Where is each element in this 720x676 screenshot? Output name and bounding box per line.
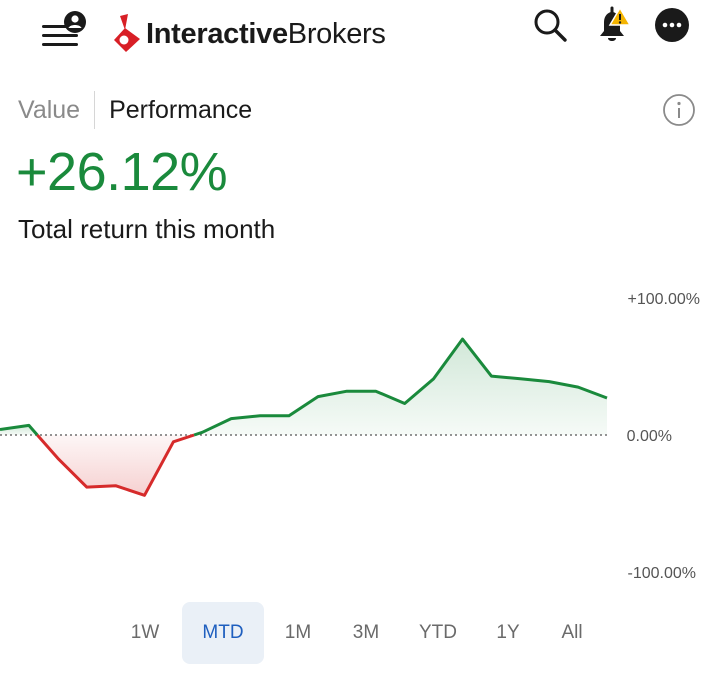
menu-button[interactable] bbox=[38, 10, 90, 54]
menu-icon-line bbox=[42, 43, 78, 46]
logo-text-regular: Brokers bbox=[287, 17, 386, 50]
total-return-value: +26.12% bbox=[16, 142, 228, 202]
gain-area bbox=[0, 425, 38, 435]
range-button-ytd[interactable]: YTD bbox=[419, 622, 457, 643]
logo[interactable]: InteractiveBrokers bbox=[112, 8, 386, 60]
info-icon bbox=[663, 94, 695, 126]
range-button-3m[interactable]: 3M bbox=[352, 622, 380, 643]
chart-lines bbox=[0, 337, 608, 497]
tab-performance[interactable]: Performance bbox=[109, 95, 253, 124]
performance-chart[interactable]: +100.00% 0.00% -100.00% bbox=[0, 270, 720, 600]
top-bar: InteractiveBrokers bbox=[0, 0, 720, 80]
info-button[interactable] bbox=[662, 93, 696, 127]
series-line-gain bbox=[193, 337, 608, 437]
y-tick-label-zero: 0.00% bbox=[627, 428, 672, 445]
y-tick-label-bottom: -100.00% bbox=[628, 565, 697, 582]
loss-area bbox=[37, 435, 195, 496]
total-return-caption: Total return this month bbox=[18, 214, 276, 244]
notifications-button[interactable] bbox=[592, 5, 632, 45]
time-range-selector: 1W MTD 1M 3M YTD 1Y All bbox=[110, 600, 610, 664]
range-button-1w[interactable]: 1W bbox=[130, 622, 160, 643]
range-button-all[interactable]: All bbox=[561, 622, 583, 643]
logo-mark-icon bbox=[114, 14, 140, 52]
series-line-gain bbox=[0, 423, 39, 436]
user-badge-icon bbox=[64, 11, 86, 33]
range-button-mtd[interactable]: MTD bbox=[182, 602, 264, 664]
logo-text: InteractiveBrokers bbox=[146, 18, 386, 51]
tab-divider bbox=[94, 91, 96, 129]
gain-area bbox=[194, 339, 607, 435]
menu-icon bbox=[42, 25, 68, 28]
range-button-1y[interactable]: 1Y bbox=[496, 622, 520, 643]
range-button-1m[interactable]: 1M bbox=[284, 622, 312, 643]
more-icon bbox=[655, 8, 689, 42]
tab-value[interactable]: Value bbox=[18, 95, 81, 124]
chart-areas bbox=[0, 339, 607, 496]
y-tick-label-top: +100.00% bbox=[627, 291, 700, 308]
bell-icon bbox=[600, 6, 632, 41]
search-button[interactable] bbox=[530, 5, 570, 45]
view-tabs: Value Performance bbox=[18, 90, 252, 130]
logo-text-bold: Interactive bbox=[146, 17, 288, 50]
series-line-loss bbox=[36, 433, 195, 497]
warning-icon bbox=[608, 6, 632, 26]
menu-icon-line bbox=[42, 34, 78, 37]
search-icon bbox=[534, 9, 567, 42]
more-button[interactable] bbox=[652, 5, 692, 45]
